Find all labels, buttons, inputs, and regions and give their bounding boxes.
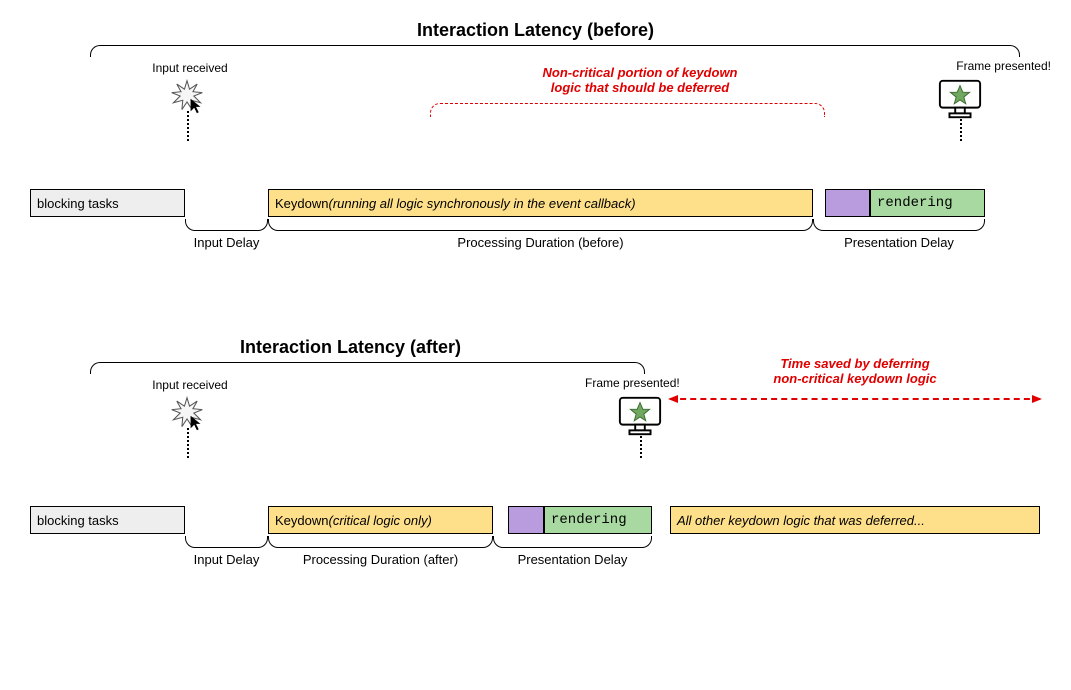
red-arrow-after bbox=[670, 398, 1040, 400]
subbrace-sub-before-2 bbox=[813, 219, 985, 231]
block-tl-before-3: rendering bbox=[870, 189, 985, 217]
red-annotation-before: Non-critical portion of keydown logic th… bbox=[490, 65, 790, 95]
diagram-after: Interaction Latency (after) Input receiv… bbox=[30, 337, 1041, 574]
frame-presented-label-before: Frame presented! bbox=[956, 59, 1051, 73]
block-tl-after-4: All other keydown logic that was deferre… bbox=[670, 506, 1040, 534]
subbrace-label-sub-after-0: Input Delay bbox=[194, 552, 260, 567]
diagram-before: Interaction Latency (before) Input recei… bbox=[30, 20, 1041, 257]
top-brace-before bbox=[30, 45, 1041, 59]
monitor-icon-before bbox=[937, 77, 983, 121]
title-before: Interaction Latency (before) bbox=[30, 20, 1041, 41]
monitor-dotted-line-before bbox=[960, 119, 962, 141]
subbrace-label-sub-before-1: Processing Duration (before) bbox=[457, 235, 623, 250]
block-tl-after-2 bbox=[508, 506, 544, 534]
subbrace-sub-after-0 bbox=[185, 536, 268, 548]
red-brace-before bbox=[430, 103, 825, 117]
subbrace-sub-before-1 bbox=[268, 219, 813, 231]
input-received-label-before: Input received bbox=[145, 61, 235, 75]
frame-presented-label-after: Frame presented! bbox=[585, 376, 680, 390]
subbrace-sub-after-2 bbox=[493, 536, 652, 548]
block-tl-after-3: rendering bbox=[544, 506, 652, 534]
block-tl-before-1: Keydown (running all logic synchronously… bbox=[268, 189, 813, 217]
monitor-dotted-line-after bbox=[640, 436, 642, 458]
input-dotted-line-after bbox=[187, 428, 189, 458]
monitor-icon-after bbox=[617, 394, 663, 438]
subbrace-label-sub-before-2: Presentation Delay bbox=[844, 235, 954, 250]
subbrace-sub-before-0 bbox=[185, 219, 268, 231]
input-dotted-line-before bbox=[187, 111, 189, 141]
subbrace-label-sub-after-2: Presentation Delay bbox=[518, 552, 628, 567]
block-tl-before-2 bbox=[825, 189, 870, 217]
input-received-label-after: Input received bbox=[145, 378, 235, 392]
block-tl-after-1: Keydown (critical logic only) bbox=[268, 506, 493, 534]
red-annotation-after: Time saved by deferring non-critical key… bbox=[745, 356, 965, 386]
subbrace-label-sub-before-0: Input Delay bbox=[194, 235, 260, 250]
subbrace-label-sub-after-1: Processing Duration (after) bbox=[303, 552, 458, 567]
title-after: Interaction Latency (after) bbox=[30, 337, 1041, 358]
block-tl-before-0: blocking tasks bbox=[30, 189, 185, 217]
timeline-before: blocking tasks Keydown (running all logic… bbox=[30, 189, 1041, 217]
block-tl-after-0: blocking tasks bbox=[30, 506, 185, 534]
subbrace-sub-after-1 bbox=[268, 536, 493, 548]
timeline-after: blocking tasks Keydown (critical logic on… bbox=[30, 506, 1041, 534]
